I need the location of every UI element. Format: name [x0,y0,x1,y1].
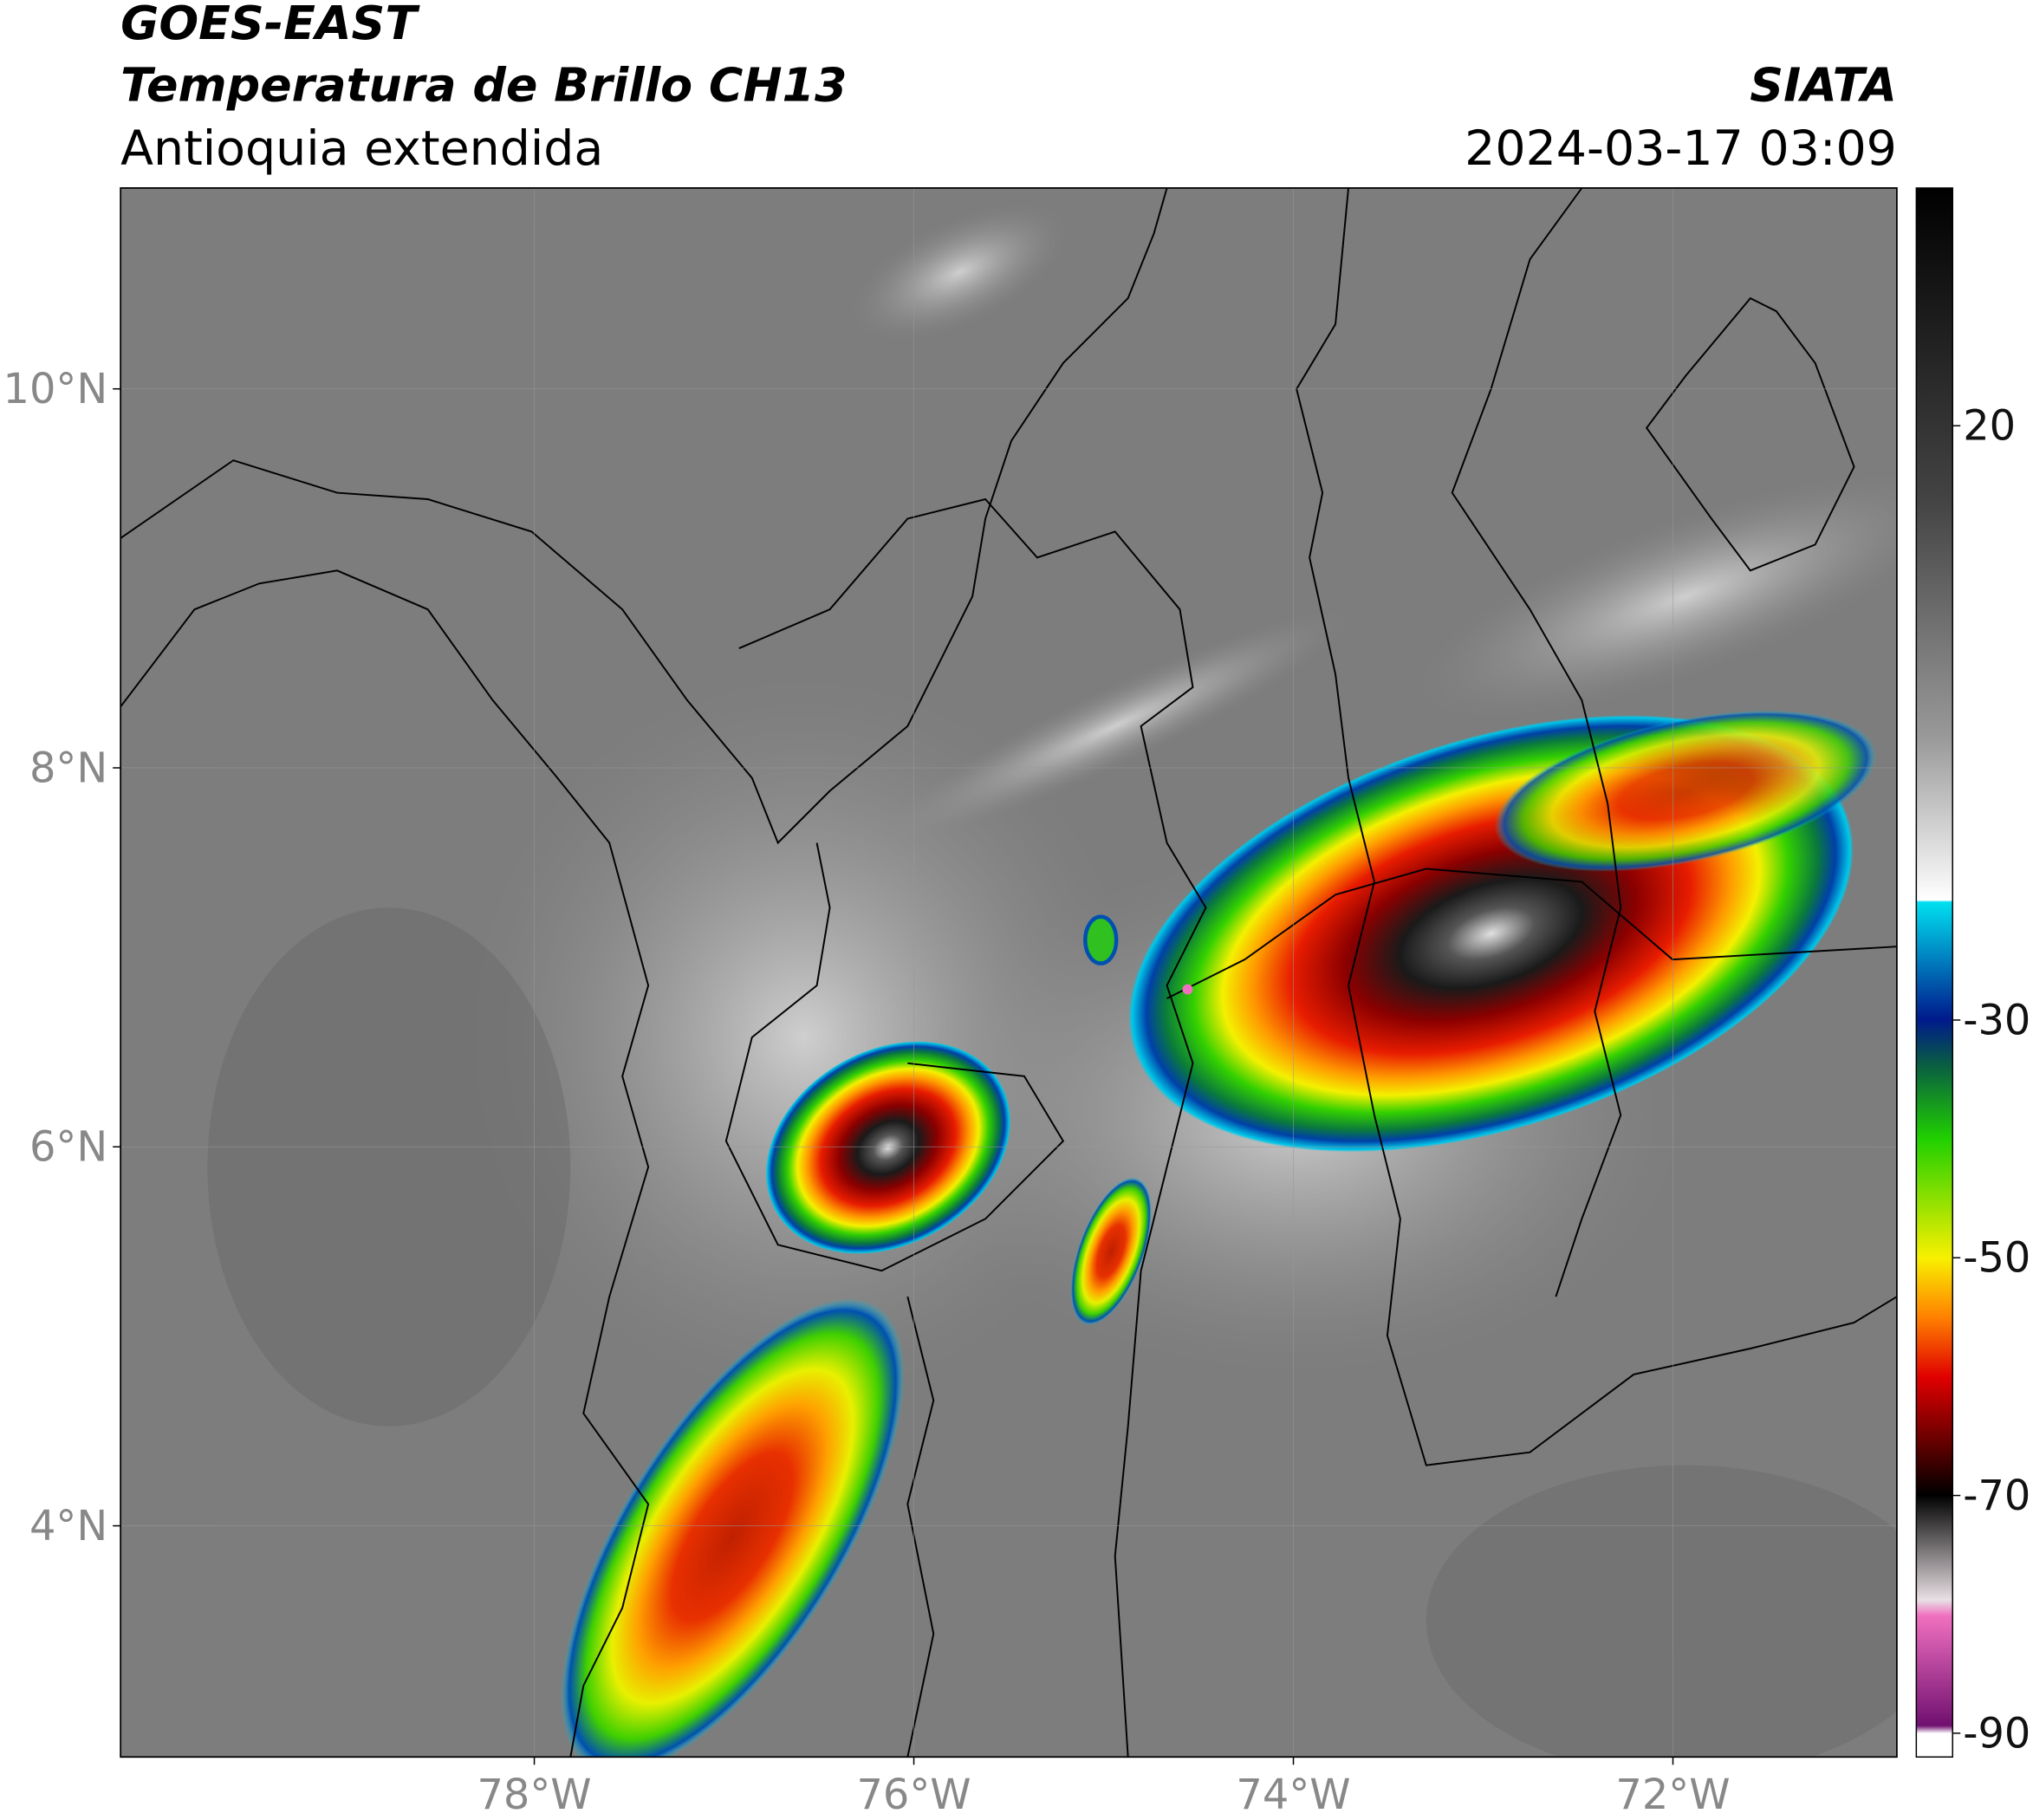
x-tick-label: 78°W [477,1771,591,1819]
cloud-haze [207,907,571,1427]
coastline [120,569,650,1758]
storm-cell [1494,710,1877,872]
storm-cell [765,1041,1011,1254]
border [906,1296,935,1758]
x-tick-label: 72°W [1615,1771,1730,1819]
title: GOES-EAST [120,0,420,50]
y-tick-label: 10°N [3,366,108,413]
storm-cell [1083,914,1119,965]
colorbar-tick-label: -70 [1963,1472,2030,1520]
x-tick-label: 76°W [856,1771,971,1819]
y-tick-label: 6°N [29,1124,107,1172]
colorbar-tick-label: 20 [1963,403,2016,451]
colorbar [1915,187,1953,1758]
border [1645,296,1855,572]
overshoot [1182,984,1193,995]
colorbar-tick-label: -90 [1963,1710,2030,1758]
storm-cell [1070,1177,1152,1326]
y-tick-label: 8°N [29,744,107,792]
border [1296,187,1897,1466]
colorbar-tick-label: -50 [1963,1235,2030,1283]
map-frame [120,187,1898,1758]
cloud-haze [879,611,1351,842]
x-tick-label: 74°W [1236,1771,1350,1819]
y-tick-label: 4°N [29,1503,107,1550]
border [738,497,1207,1758]
cloud-haze [851,204,1068,341]
map [120,187,1897,1758]
source: SIATA [1750,58,1897,113]
coastline [120,187,1168,845]
border [724,842,1065,1272]
subtitle: Temperatura de Brillo CH13 [120,58,847,113]
colorbar-tick-label: -30 [1963,997,2030,1044]
gridlines [120,187,1897,1758]
region: Antioquia extendida [120,121,603,177]
cloud-haze [1426,1465,1897,1758]
storm-cell [560,1298,905,1758]
datetime: 2024-03-17 03:09 [1465,121,1897,177]
